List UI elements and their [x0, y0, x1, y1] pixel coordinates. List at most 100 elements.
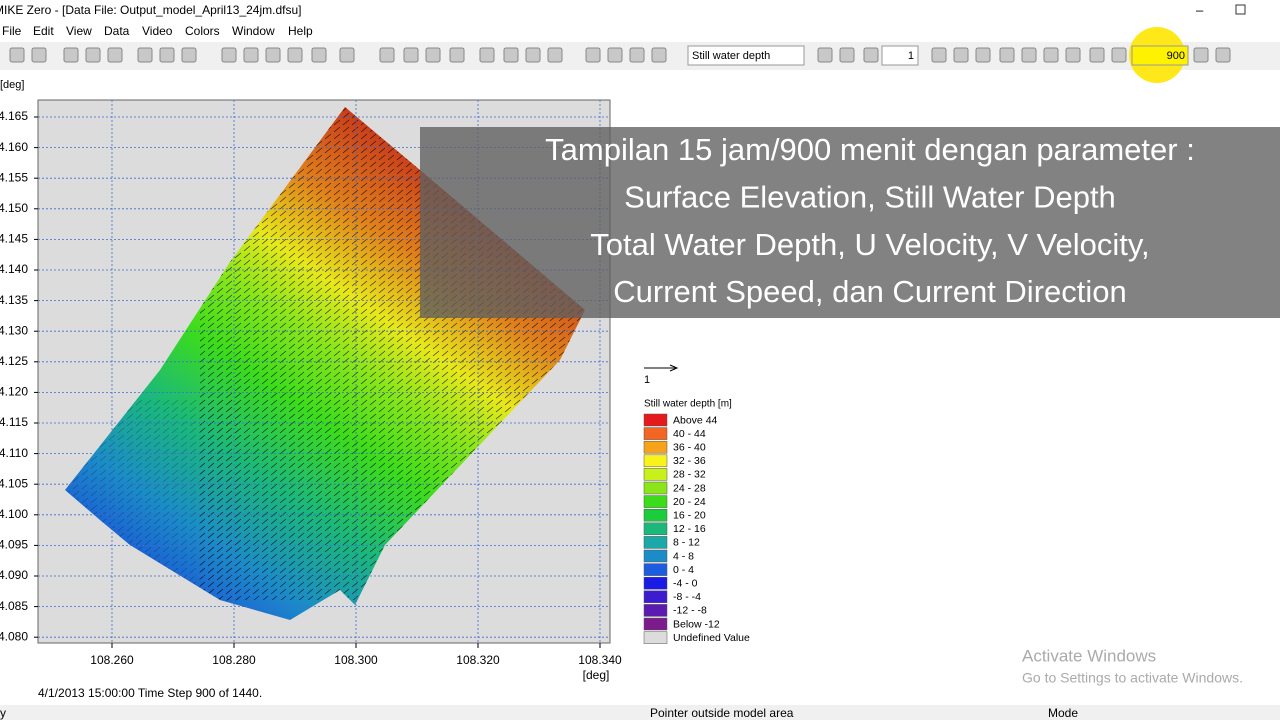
restore-button[interactable]: [1235, 4, 1246, 15]
menu-item[interactable]: View: [66, 24, 92, 38]
x-tick-label: 108.260: [90, 653, 134, 667]
toolbar-button[interactable]: [863, 47, 879, 63]
toolbar-button[interactable]: [479, 47, 495, 63]
step-input[interactable]: [881, 45, 919, 66]
title-bar: [0, 0, 1280, 22]
legend-label: 40 - 44: [673, 428, 706, 440]
vector-scale: 1: [644, 374, 650, 386]
minimize-button[interactable]: –: [1196, 2, 1204, 17]
overlay-box: [420, 127, 1280, 318]
toolbar-button[interactable]: [525, 47, 541, 63]
legend-swatch: [643, 495, 668, 508]
legend-swatch: [643, 468, 668, 481]
toolbar-button[interactable]: [287, 47, 303, 63]
toolbar-button[interactable]: [1089, 47, 1105, 63]
toolbar-button[interactable]: [243, 47, 259, 63]
toolbar-button[interactable]: [1215, 47, 1231, 63]
toolbar-button[interactable]: [1193, 47, 1209, 63]
y-tick-label: 4.105: [0, 476, 28, 490]
toolbar-button[interactable]: [425, 47, 441, 63]
legend-label: -12 - -8: [673, 605, 707, 617]
toolbar-button[interactable]: [31, 47, 47, 63]
toolbar-button[interactable]: [107, 47, 123, 63]
legend-swatch: [643, 481, 668, 495]
toolbar-icons: [9, 47, 1231, 63]
toolbar-button[interactable]: [403, 47, 419, 63]
legend-label: 24 - 28: [673, 482, 706, 494]
status-bar: [0, 705, 1280, 720]
toolbar-button[interactable]: [547, 47, 563, 63]
toolbar-button[interactable]: [931, 47, 947, 63]
status-left: y: [0, 706, 6, 720]
toolbar-button[interactable]: [137, 47, 153, 63]
x-tick-label: 108.280: [212, 653, 256, 667]
item-dropdown[interactable]: [687, 45, 805, 66]
status-center: Pointer outside model area: [650, 706, 794, 720]
toolbar-button[interactable]: [181, 47, 197, 63]
legend-label: Undefined Value: [673, 632, 750, 644]
toolbar-button[interactable]: [817, 47, 833, 63]
legend-swatch: [643, 440, 668, 454]
legend-label: -4 - 0: [673, 577, 698, 589]
toolbar-button[interactable]: [839, 47, 855, 63]
toolbar-button[interactable]: [1111, 47, 1127, 63]
toolbar-button[interactable]: [1043, 47, 1059, 63]
toolbar-button[interactable]: [379, 47, 395, 63]
toolbar-button[interactable]: [607, 47, 623, 63]
menu-item[interactable]: Edit: [33, 24, 54, 38]
y-tick-label: 4.100: [0, 507, 28, 521]
time-step-input-text: 900: [1167, 50, 1185, 62]
legend-label: 4 - 8: [673, 550, 694, 562]
x-tick-label: 108.320: [456, 653, 500, 667]
window-title: MIKE Zero - [Data File: Output_model_Apr…: [0, 3, 301, 17]
menu-item[interactable]: Colors: [185, 24, 220, 38]
toolbar-button[interactable]: [311, 47, 327, 63]
toolbar-button[interactable]: [651, 47, 667, 63]
y-tick-label: 4.160: [0, 140, 28, 154]
y-tick-label: 4.165: [0, 109, 28, 123]
toolbar-button[interactable]: [85, 47, 101, 63]
y-tick-label: 4.150: [0, 201, 28, 215]
toolbar-button[interactable]: [503, 47, 519, 63]
y-tick-label: 4.135: [0, 293, 28, 307]
legend-swatch: [643, 631, 668, 644]
overlay-line: Surface Elevation, Still Water Depth: [624, 179, 1116, 214]
toolbar-button[interactable]: [265, 47, 281, 63]
menu-item[interactable]: Data: [104, 24, 130, 38]
time-step-input[interactable]: [1131, 45, 1189, 66]
toolbar-button[interactable]: [999, 47, 1015, 63]
legend-swatch: [643, 617, 668, 631]
y-tick-label: 4.125: [0, 354, 28, 368]
legend-label: -8 - -4: [673, 591, 701, 603]
toolbar-button[interactable]: [629, 47, 645, 63]
legend-swatch: [643, 508, 668, 522]
legend-swatch: [643, 427, 668, 440]
menu-item[interactable]: File: [2, 24, 22, 38]
menu-item[interactable]: Help: [288, 24, 313, 38]
toolbar-button[interactable]: [585, 47, 601, 63]
toolbar-button[interactable]: [221, 47, 237, 63]
toolbar-button[interactable]: [449, 47, 465, 63]
toolbar-button[interactable]: [63, 47, 79, 63]
toolbar-button[interactable]: [975, 47, 991, 63]
legend-swatch: [643, 413, 668, 427]
toolbar-button[interactable]: [1065, 47, 1081, 63]
menu-item[interactable]: Video: [142, 24, 173, 38]
legend-swatch: [643, 563, 668, 576]
menu-item[interactable]: Window: [232, 24, 275, 38]
legend-label: 16 - 20: [673, 509, 706, 521]
toolbar-button[interactable]: [953, 47, 969, 63]
legend-label: 36 - 40: [673, 441, 706, 453]
legend-swatch: [643, 590, 668, 604]
step-input-text: 1: [908, 50, 914, 62]
toolbar-button[interactable]: [339, 47, 355, 63]
overlay-text: Tampilan 15 jam/900 menit dengan paramet…: [545, 132, 1195, 309]
y-tick-label: 4.130: [0, 323, 28, 337]
toolbar-button[interactable]: [1021, 47, 1037, 63]
watermark-title: Activate Windows: [1022, 646, 1156, 665]
toolbar-button[interactable]: [159, 47, 175, 63]
legend-label: 32 - 36: [673, 455, 706, 467]
toolbar-button[interactable]: [9, 47, 25, 63]
legend-swatch: [643, 522, 668, 536]
